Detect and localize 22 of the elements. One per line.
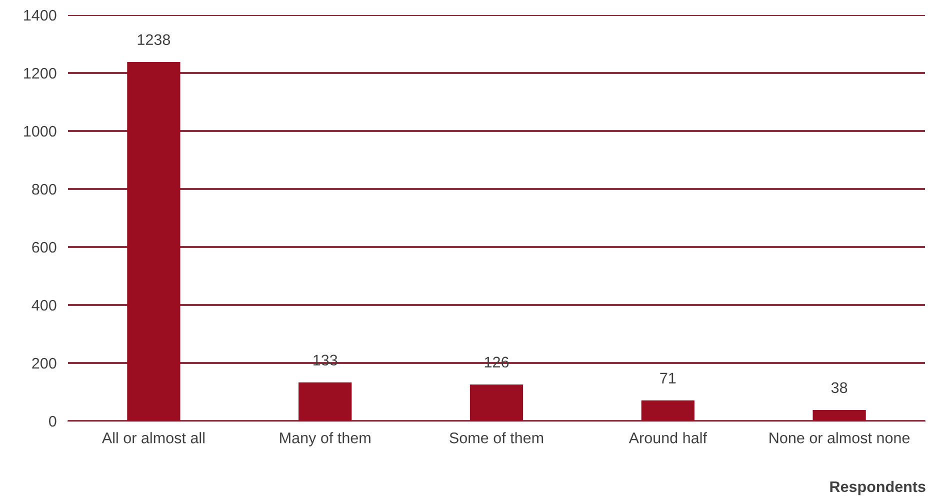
x-tick-label: Some of them: [450, 432, 544, 444]
y-tick-label: 1200: [24, 68, 56, 79]
y-tick-label: 800: [32, 184, 56, 195]
y-tick-label: 600: [32, 242, 56, 253]
x-axis-title: Respondents: [830, 480, 926, 496]
data-label: 38: [831, 382, 848, 394]
x-tick-label: All or almost all: [102, 432, 204, 444]
data-label: 1238: [138, 34, 170, 46]
x-tick-label: Many of them: [280, 432, 370, 446]
y-tick-label: 1400: [24, 10, 56, 21]
y-tick-label: 200: [32, 358, 56, 369]
bar: [641, 400, 694, 421]
x-tick-label: Around half: [628, 432, 707, 444]
bar: [812, 410, 866, 421]
y-tick-label: 0: [48, 416, 56, 427]
y-tick-label: 400: [32, 300, 56, 311]
y-tick-label: 1000: [24, 126, 56, 137]
x-tick-label: None or almost none: [770, 432, 910, 444]
bar: [127, 62, 180, 421]
bar: [470, 384, 524, 421]
data-label: 71: [660, 372, 676, 384]
bar: [298, 382, 352, 421]
